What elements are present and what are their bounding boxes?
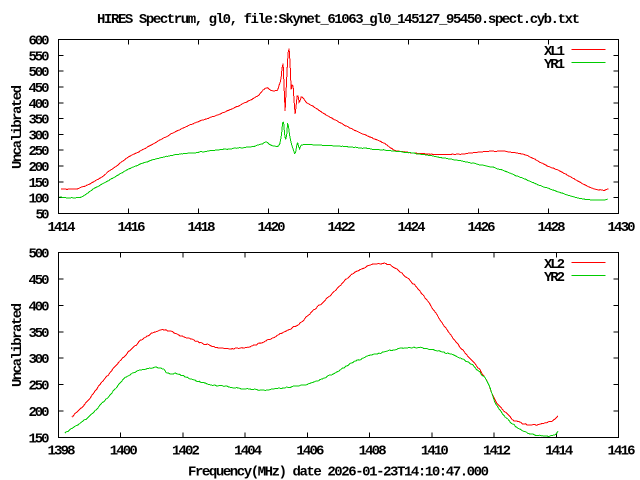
- svg-text:1416: 1416: [118, 220, 146, 236]
- svg-text:600: 600: [29, 34, 50, 50]
- svg-text:Frequency(MHz) date 2026-01-23: Frequency(MHz) date 2026-01-23T14:10:47.…: [188, 465, 489, 480]
- svg-text:500: 500: [29, 65, 50, 81]
- svg-text:XL1: XL1: [544, 44, 565, 60]
- svg-text:200: 200: [29, 160, 50, 176]
- svg-text:Uncalibrated: Uncalibrated: [10, 303, 26, 387]
- svg-text:100: 100: [29, 192, 50, 208]
- svg-text:YR2: YR2: [544, 270, 565, 286]
- svg-text:YR1: YR1: [544, 57, 565, 73]
- svg-text:1426: 1426: [468, 220, 496, 236]
- svg-text:1404: 1404: [234, 444, 262, 460]
- svg-text:1424: 1424: [398, 220, 426, 236]
- svg-text:400: 400: [29, 299, 50, 315]
- svg-text:XL2: XL2: [544, 257, 565, 273]
- svg-text:1398: 1398: [48, 444, 76, 460]
- svg-text:150: 150: [29, 432, 50, 448]
- svg-text:1416: 1416: [608, 444, 636, 460]
- svg-text:1420: 1420: [258, 220, 286, 236]
- svg-text:1428: 1428: [538, 220, 566, 236]
- svg-text:450: 450: [29, 273, 50, 289]
- svg-text:1410: 1410: [421, 444, 449, 460]
- svg-text:500: 500: [29, 247, 50, 263]
- svg-text:300: 300: [29, 128, 50, 144]
- svg-text:1412: 1412: [483, 444, 511, 460]
- svg-text:350: 350: [29, 113, 50, 129]
- svg-text:1400: 1400: [110, 444, 138, 460]
- svg-text:400: 400: [29, 97, 50, 113]
- svg-text:550: 550: [29, 49, 50, 65]
- svg-text:1406: 1406: [296, 444, 324, 460]
- svg-text:1414: 1414: [48, 220, 76, 236]
- svg-text:250: 250: [29, 144, 50, 160]
- svg-text:150: 150: [29, 176, 50, 192]
- svg-text:350: 350: [29, 326, 50, 342]
- svg-text:250: 250: [29, 379, 50, 395]
- svg-text:50: 50: [36, 208, 50, 224]
- svg-text:1408: 1408: [359, 444, 387, 460]
- svg-text:HIRES Spectrum, gl0, file:Skyn: HIRES Spectrum, gl0, file:Skynet_61063_g…: [97, 12, 580, 28]
- svg-text:1422: 1422: [328, 220, 356, 236]
- svg-text:1402: 1402: [172, 444, 200, 460]
- svg-text:300: 300: [29, 352, 50, 368]
- svg-text:1430: 1430: [608, 220, 636, 236]
- svg-text:Uncalibrated: Uncalibrated: [10, 85, 26, 169]
- svg-text:1418: 1418: [188, 220, 216, 236]
- svg-text:200: 200: [29, 405, 50, 421]
- svg-text:1414: 1414: [545, 444, 573, 460]
- svg-text:450: 450: [29, 81, 50, 97]
